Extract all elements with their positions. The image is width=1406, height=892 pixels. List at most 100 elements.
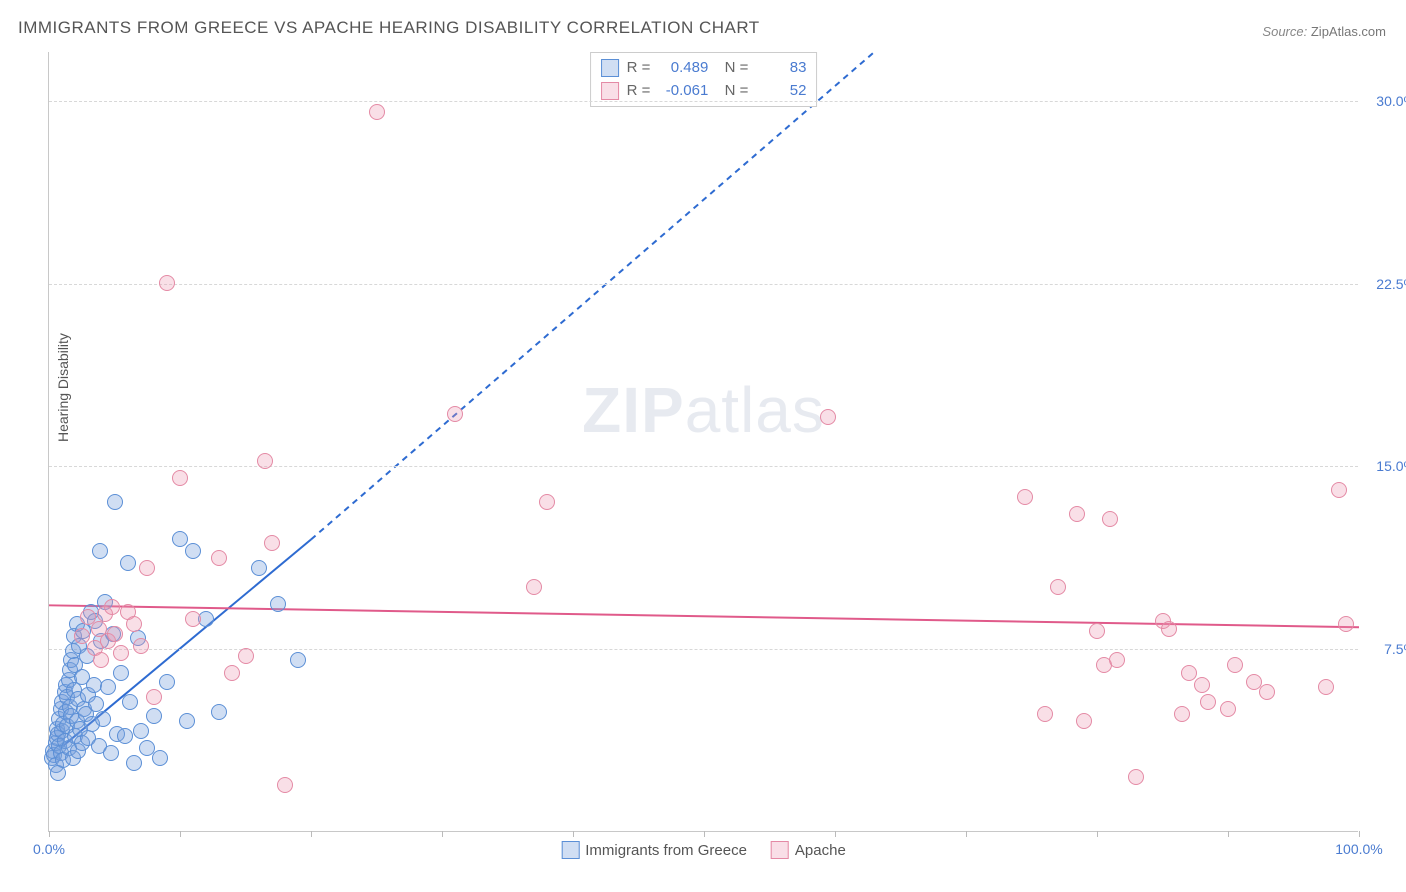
y-tick-label: 15.0% bbox=[1366, 458, 1406, 474]
scatter-point bbox=[1181, 665, 1197, 681]
scatter-point bbox=[117, 728, 133, 744]
scatter-point bbox=[1220, 701, 1236, 717]
scatter-point bbox=[1259, 684, 1275, 700]
scatter-point bbox=[74, 628, 90, 644]
scatter-point bbox=[1161, 621, 1177, 637]
scatter-point bbox=[1017, 489, 1033, 505]
scatter-point bbox=[1128, 769, 1144, 785]
scatter-point bbox=[185, 611, 201, 627]
source-label: Source: bbox=[1262, 24, 1307, 39]
scatter-point bbox=[107, 494, 123, 510]
scatter-point bbox=[104, 599, 120, 615]
stat-n-value: 83 bbox=[756, 57, 806, 80]
stat-n-value: 52 bbox=[756, 80, 806, 103]
x-tick bbox=[442, 831, 443, 837]
x-tick bbox=[573, 831, 574, 837]
gridline-h bbox=[49, 284, 1358, 285]
stats-legend-row: R = 0.489 N = 83 bbox=[601, 57, 807, 80]
x-tick bbox=[704, 831, 705, 837]
scatter-point bbox=[1227, 657, 1243, 673]
scatter-point bbox=[1069, 506, 1085, 522]
scatter-point bbox=[290, 652, 306, 668]
watermark: ZIPatlas bbox=[582, 373, 825, 447]
y-tick-label: 30.0% bbox=[1366, 93, 1406, 109]
scatter-point bbox=[539, 494, 555, 510]
bottom-legend: Immigrants from Greece Apache bbox=[561, 841, 846, 859]
scatter-point bbox=[133, 638, 149, 654]
scatter-point bbox=[133, 723, 149, 739]
scatter-point bbox=[820, 409, 836, 425]
y-tick-label: 22.5% bbox=[1366, 276, 1406, 292]
scatter-point bbox=[95, 711, 111, 727]
scatter-point bbox=[1109, 652, 1125, 668]
x-tick bbox=[1359, 831, 1360, 837]
bottom-legend-item: Immigrants from Greece bbox=[561, 841, 747, 859]
gridline-h bbox=[49, 466, 1358, 467]
scatter-point bbox=[172, 531, 188, 547]
scatter-point bbox=[1174, 706, 1190, 722]
scatter-point bbox=[92, 543, 108, 559]
source-value: ZipAtlas.com bbox=[1311, 24, 1386, 39]
legend-swatch bbox=[771, 841, 789, 859]
scatter-point bbox=[369, 104, 385, 120]
stat-r-value: -0.061 bbox=[658, 80, 708, 103]
plot-area: Hearing Disability ZIPatlas R = 0.489 N =… bbox=[48, 52, 1358, 832]
scatter-point bbox=[211, 704, 227, 720]
scatter-point bbox=[100, 679, 116, 695]
scatter-point bbox=[88, 696, 104, 712]
scatter-point bbox=[1200, 694, 1216, 710]
stat-n-label: N = bbox=[716, 80, 748, 103]
scatter-point bbox=[238, 648, 254, 664]
scatter-point bbox=[270, 596, 286, 612]
scatter-point bbox=[172, 470, 188, 486]
chart-svg bbox=[49, 52, 1358, 831]
scatter-point bbox=[159, 275, 175, 291]
scatter-point bbox=[1318, 679, 1334, 695]
y-axis-label: Hearing Disability bbox=[55, 333, 71, 442]
scatter-point bbox=[103, 745, 119, 761]
scatter-point bbox=[1037, 706, 1053, 722]
x-tick bbox=[1228, 831, 1229, 837]
watermark-bold: ZIP bbox=[582, 374, 685, 446]
scatter-point bbox=[211, 550, 227, 566]
scatter-point bbox=[1102, 511, 1118, 527]
scatter-point bbox=[113, 665, 129, 681]
gridline-h bbox=[49, 101, 1358, 102]
legend-swatch bbox=[601, 59, 619, 77]
stat-r-value: 0.489 bbox=[658, 57, 708, 80]
stat-r-label: R = bbox=[627, 80, 651, 103]
legend-swatch bbox=[601, 82, 619, 100]
scatter-point bbox=[526, 579, 542, 595]
scatter-point bbox=[185, 543, 201, 559]
x-tick-label: 100.0% bbox=[1335, 841, 1382, 857]
x-tick bbox=[966, 831, 967, 837]
scatter-point bbox=[146, 689, 162, 705]
scatter-point bbox=[1089, 623, 1105, 639]
scatter-point bbox=[126, 616, 142, 632]
stats-legend-row: R = -0.061 N = 52 bbox=[601, 80, 807, 103]
scatter-point bbox=[264, 535, 280, 551]
legend-label: Apache bbox=[795, 842, 846, 859]
scatter-point bbox=[146, 708, 162, 724]
scatter-point bbox=[126, 755, 142, 771]
scatter-point bbox=[1338, 616, 1354, 632]
scatter-point bbox=[152, 750, 168, 766]
scatter-point bbox=[159, 674, 175, 690]
scatter-point bbox=[251, 560, 267, 576]
scatter-point bbox=[1331, 482, 1347, 498]
stat-r-label: R = bbox=[627, 57, 651, 80]
chart-title: IMMIGRANTS FROM GREECE VS APACHE HEARING… bbox=[18, 18, 760, 38]
scatter-point bbox=[113, 645, 129, 661]
x-tick bbox=[835, 831, 836, 837]
scatter-point bbox=[107, 626, 123, 642]
x-tick-label: 0.0% bbox=[33, 841, 65, 857]
bottom-legend-item: Apache bbox=[771, 841, 846, 859]
scatter-point bbox=[1194, 677, 1210, 693]
scatter-point bbox=[277, 777, 293, 793]
legend-label: Immigrants from Greece bbox=[585, 842, 747, 859]
scatter-point bbox=[139, 560, 155, 576]
stat-n-label: N = bbox=[716, 57, 748, 80]
x-tick bbox=[180, 831, 181, 837]
scatter-point bbox=[122, 694, 138, 710]
scatter-point bbox=[1076, 713, 1092, 729]
